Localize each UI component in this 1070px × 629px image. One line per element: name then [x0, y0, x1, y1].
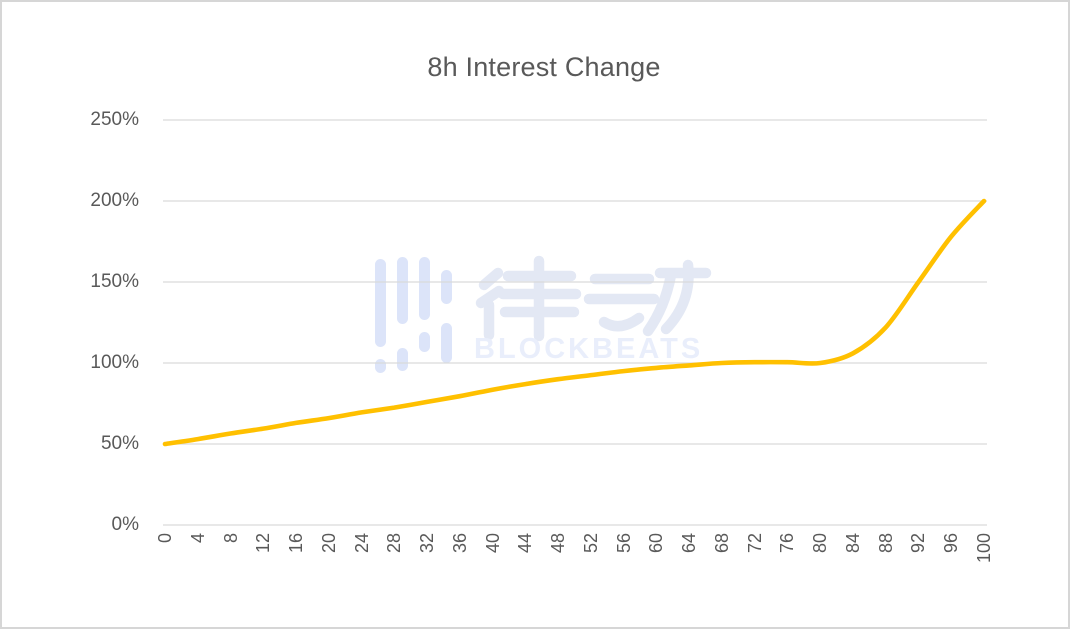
x-axis-label: 68 — [711, 533, 732, 554]
x-axis-label: 32 — [417, 533, 438, 554]
x-axis-label: 44 — [515, 533, 536, 554]
x-axis-label: 92 — [908, 533, 929, 554]
x-axis-label: 96 — [941, 533, 962, 554]
x-axis-label: 84 — [842, 533, 863, 554]
x-axis-label: 12 — [253, 533, 274, 554]
x-axis-label: 20 — [318, 533, 339, 554]
x-axis-label: 64 — [679, 533, 700, 554]
x-axis-label: 72 — [744, 533, 765, 554]
x-axis-label: 8 — [220, 533, 241, 544]
x-axis-label: 40 — [482, 533, 503, 554]
y-axis-label: 200% — [90, 190, 139, 211]
x-axis-label: 56 — [613, 533, 634, 554]
x-axis-label: 28 — [384, 533, 405, 554]
x-axis-label: 0 — [155, 533, 175, 544]
x-axis-label: 60 — [646, 533, 667, 554]
y-axis-label: 100% — [90, 352, 139, 373]
x-axis-label: 76 — [777, 533, 798, 554]
x-axis-label: 24 — [351, 533, 372, 554]
x-axis-label: 48 — [548, 533, 569, 554]
x-axis-label: 16 — [286, 533, 307, 554]
x-axis-label: 80 — [810, 533, 831, 554]
watermark-latin-text: BLOCKBEATS — [474, 333, 704, 365]
x-axis-label: 4 — [187, 533, 208, 544]
x-axis-label: 100 — [974, 533, 994, 564]
watermark-chinese-glyphs — [475, 255, 712, 342]
x-axis-label: 88 — [875, 533, 896, 554]
y-axis-label: 250% — [90, 109, 139, 130]
y-axis-label: 50% — [100, 433, 139, 454]
x-axis-label: 52 — [580, 533, 601, 554]
series-line — [162, 198, 987, 447]
x-axis-label: 36 — [449, 533, 470, 554]
chart-title: 8h Interest Change — [427, 52, 661, 82]
y-axis-label: 0% — [111, 514, 139, 535]
y-axis-label: 150% — [90, 271, 139, 292]
